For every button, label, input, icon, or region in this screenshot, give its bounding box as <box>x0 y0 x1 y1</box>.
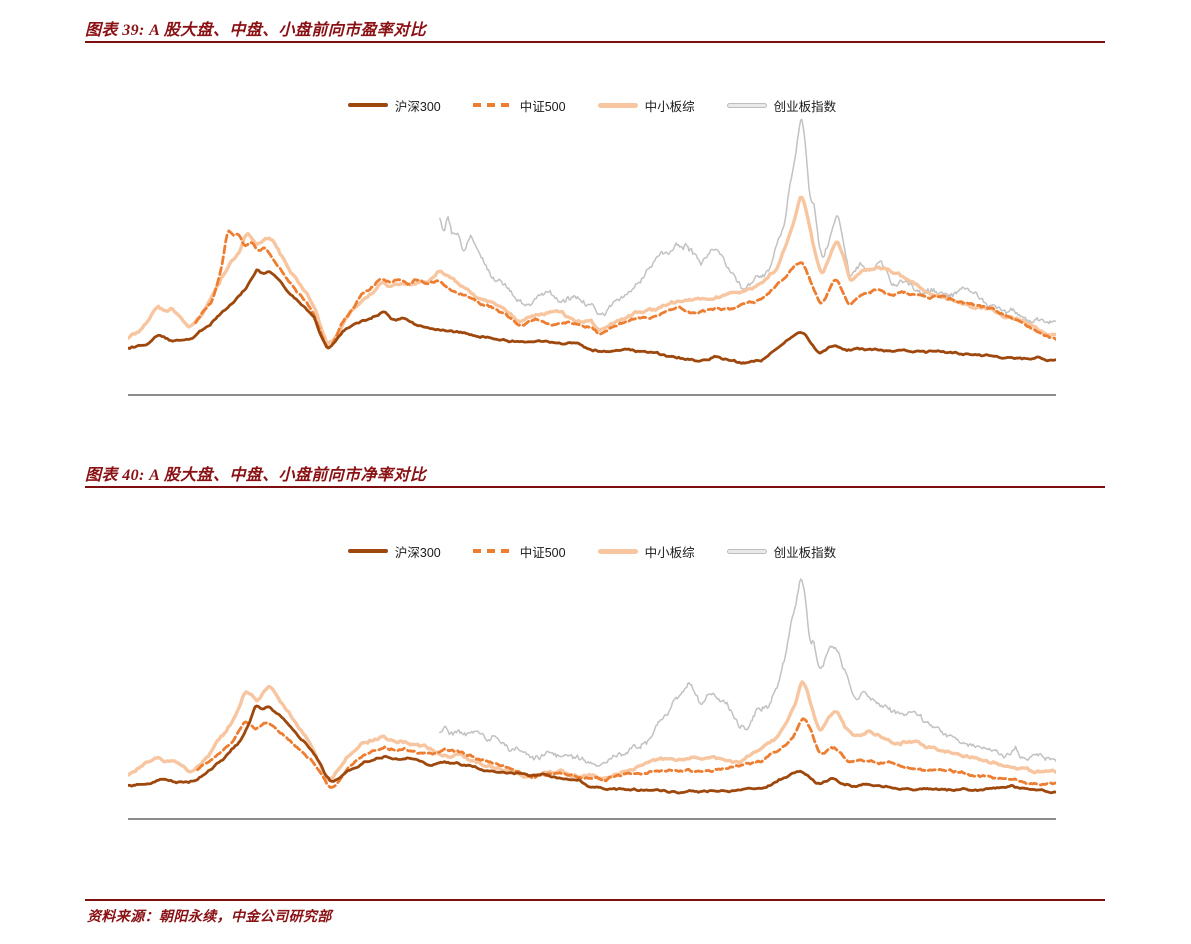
legend-item-csi500: 中证500 <box>472 96 566 115</box>
legend-label: 沪深300 <box>394 545 441 560</box>
legend-item-sme: 中小板综 <box>597 542 695 561</box>
csi300-line-swatch-icon <box>347 103 388 107</box>
sme-line-swatch-icon <box>597 102 638 108</box>
legend-item-sme: 中小板综 <box>597 96 695 115</box>
csi300-line-swatch-icon <box>347 549 388 553</box>
legend-label: 中小板综 <box>644 99 695 114</box>
figure-39-legend: 沪深300 中证500 中小板综 创业板指数 <box>128 96 1056 115</box>
chinext-line-swatch-icon <box>726 548 767 554</box>
source-note: 资料来源：朝阳永续，中金公司研究部 <box>87 910 332 925</box>
figure-40-plot <box>128 578 1056 795</box>
legend-label: 创业板指数 <box>773 99 837 114</box>
legend-label: 中证500 <box>519 99 566 114</box>
legend-label: 中证500 <box>519 545 566 560</box>
figure-40-legend: 沪深300 中证500 中小板综 创业板指数 <box>128 542 1056 561</box>
figure-40-title: 图表 40: A 股大盘、中盘、小盘前向市净率对比 <box>85 467 427 484</box>
legend-item-chinext: 创业板指数 <box>726 542 837 561</box>
legend-item-csi300: 沪深300 <box>347 96 441 115</box>
figure-39-plot <box>128 118 1056 365</box>
figure-40-chart: 沪深300 中证500 中小板综 创业板指数 <box>128 540 1056 820</box>
legend-item-csi500: 中证500 <box>472 542 566 561</box>
sme-line-swatch-icon <box>597 548 638 554</box>
legend-label: 沪深300 <box>394 99 441 114</box>
legend-item-chinext: 创业板指数 <box>726 96 837 115</box>
csi500-dashed-line-swatch-icon <box>472 549 513 553</box>
legend-label: 中小板综 <box>644 545 695 560</box>
figure-39-title-rule <box>85 41 1105 43</box>
legend-label: 创业板指数 <box>773 545 837 560</box>
chinext-line-swatch-icon <box>726 102 767 108</box>
figure-39-title: 图表 39: A 股大盘、中盘、小盘前向市盈率对比 <box>85 22 427 39</box>
legend-item-csi300: 沪深300 <box>347 542 441 561</box>
source-rule <box>85 899 1105 901</box>
figure-39-chart: 沪深300 中证500 中小板综 创业板指数 <box>128 94 1056 396</box>
csi500-dashed-line-swatch-icon <box>472 103 513 107</box>
figure-40-title-rule <box>85 486 1105 488</box>
